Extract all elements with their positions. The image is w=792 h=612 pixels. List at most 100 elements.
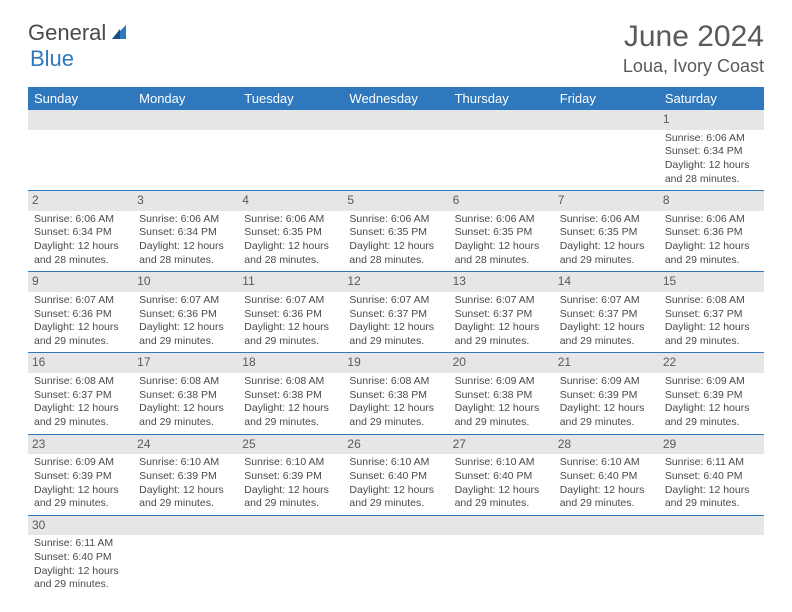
weekday-header: Thursday bbox=[449, 87, 554, 110]
week-row: 23Sunrise: 6:09 AMSunset: 6:39 PMDayligh… bbox=[28, 434, 764, 515]
sunrise-text: Sunrise: 6:06 AM bbox=[455, 213, 548, 227]
sunrise-text: Sunrise: 6:06 AM bbox=[34, 213, 127, 227]
weekday-header: Friday bbox=[554, 87, 659, 110]
sunrise-text: Sunrise: 6:07 AM bbox=[455, 294, 548, 308]
day-cell: 20Sunrise: 6:09 AMSunset: 6:38 PMDayligh… bbox=[449, 353, 554, 434]
sunset-text: Sunset: 6:36 PM bbox=[34, 308, 127, 322]
day-cell bbox=[449, 515, 554, 596]
day-cell: 2Sunrise: 6:06 AMSunset: 6:34 PMDaylight… bbox=[28, 191, 133, 272]
sunset-text: Sunset: 6:34 PM bbox=[34, 226, 127, 240]
daylight-text: Daylight: 12 hours bbox=[244, 240, 337, 254]
sunrise-text: Sunrise: 6:07 AM bbox=[139, 294, 232, 308]
sunrise-text: Sunrise: 6:08 AM bbox=[665, 294, 758, 308]
sunrise-text: Sunrise: 6:07 AM bbox=[560, 294, 653, 308]
day-cell: 21Sunrise: 6:09 AMSunset: 6:39 PMDayligh… bbox=[554, 353, 659, 434]
sunset-text: Sunset: 6:40 PM bbox=[349, 470, 442, 484]
empty-day-header bbox=[554, 516, 659, 536]
header: General June 2024 Loua, Ivory Coast bbox=[28, 20, 764, 77]
daylight-text: Daylight: 12 hours bbox=[139, 321, 232, 335]
day-cell: 15Sunrise: 6:08 AMSunset: 6:37 PMDayligh… bbox=[659, 272, 764, 353]
day-cell: 8Sunrise: 6:06 AMSunset: 6:36 PMDaylight… bbox=[659, 191, 764, 272]
day-cell: 12Sunrise: 6:07 AMSunset: 6:37 PMDayligh… bbox=[343, 272, 448, 353]
day-cell: 25Sunrise: 6:10 AMSunset: 6:39 PMDayligh… bbox=[238, 434, 343, 515]
daylight-text: Daylight: 12 hours bbox=[349, 402, 442, 416]
daylight-text: and 29 minutes. bbox=[665, 335, 758, 349]
day-number: 13 bbox=[449, 272, 554, 292]
empty-day-header bbox=[133, 110, 238, 130]
daylight-text: and 29 minutes. bbox=[455, 416, 548, 430]
weekday-header-row: Sunday Monday Tuesday Wednesday Thursday… bbox=[28, 87, 764, 110]
day-cell bbox=[133, 515, 238, 596]
sunrise-text: Sunrise: 6:09 AM bbox=[34, 456, 127, 470]
empty-day-header bbox=[449, 516, 554, 536]
daylight-text: and 29 minutes. bbox=[139, 416, 232, 430]
day-number: 5 bbox=[343, 191, 448, 211]
sunset-text: Sunset: 6:35 PM bbox=[349, 226, 442, 240]
empty-day-header bbox=[449, 110, 554, 130]
daylight-text: and 29 minutes. bbox=[665, 497, 758, 511]
day-number: 2 bbox=[28, 191, 133, 211]
day-cell: 16Sunrise: 6:08 AMSunset: 6:37 PMDayligh… bbox=[28, 353, 133, 434]
day-cell: 7Sunrise: 6:06 AMSunset: 6:35 PMDaylight… bbox=[554, 191, 659, 272]
weekday-header: Wednesday bbox=[343, 87, 448, 110]
daylight-text: Daylight: 12 hours bbox=[34, 321, 127, 335]
weekday-header: Monday bbox=[133, 87, 238, 110]
daylight-text: and 29 minutes. bbox=[34, 335, 127, 349]
day-cell: 17Sunrise: 6:08 AMSunset: 6:38 PMDayligh… bbox=[133, 353, 238, 434]
day-number: 29 bbox=[659, 435, 764, 455]
empty-day-header bbox=[343, 516, 448, 536]
day-cell: 28Sunrise: 6:10 AMSunset: 6:40 PMDayligh… bbox=[554, 434, 659, 515]
location: Loua, Ivory Coast bbox=[623, 56, 764, 77]
sunrise-text: Sunrise: 6:06 AM bbox=[560, 213, 653, 227]
day-cell bbox=[238, 515, 343, 596]
day-cell bbox=[659, 515, 764, 596]
daylight-text: Daylight: 12 hours bbox=[665, 159, 758, 173]
calendar-table: Sunday Monday Tuesday Wednesday Thursday… bbox=[28, 87, 764, 596]
daylight-text: Daylight: 12 hours bbox=[560, 321, 653, 335]
day-number: 10 bbox=[133, 272, 238, 292]
day-cell: 3Sunrise: 6:06 AMSunset: 6:34 PMDaylight… bbox=[133, 191, 238, 272]
sunset-text: Sunset: 6:34 PM bbox=[139, 226, 232, 240]
daylight-text: and 29 minutes. bbox=[560, 497, 653, 511]
sunrise-text: Sunrise: 6:10 AM bbox=[244, 456, 337, 470]
daylight-text: Daylight: 12 hours bbox=[34, 565, 127, 579]
day-cell: 19Sunrise: 6:08 AMSunset: 6:38 PMDayligh… bbox=[343, 353, 448, 434]
logo-text-blue: Blue bbox=[30, 46, 74, 71]
weekday-header: Sunday bbox=[28, 87, 133, 110]
sunrise-text: Sunrise: 6:11 AM bbox=[665, 456, 758, 470]
daylight-text: and 29 minutes. bbox=[455, 497, 548, 511]
daylight-text: and 29 minutes. bbox=[34, 497, 127, 511]
sunrise-text: Sunrise: 6:11 AM bbox=[34, 537, 127, 551]
day-cell: 26Sunrise: 6:10 AMSunset: 6:40 PMDayligh… bbox=[343, 434, 448, 515]
daylight-text: and 29 minutes. bbox=[665, 416, 758, 430]
sunset-text: Sunset: 6:37 PM bbox=[560, 308, 653, 322]
month-title: June 2024 bbox=[623, 20, 764, 54]
day-number: 6 bbox=[449, 191, 554, 211]
day-cell: 27Sunrise: 6:10 AMSunset: 6:40 PMDayligh… bbox=[449, 434, 554, 515]
day-number: 19 bbox=[343, 353, 448, 373]
day-number: 15 bbox=[659, 272, 764, 292]
day-number: 17 bbox=[133, 353, 238, 373]
weekday-header: Tuesday bbox=[238, 87, 343, 110]
day-number: 3 bbox=[133, 191, 238, 211]
sunrise-text: Sunrise: 6:09 AM bbox=[665, 375, 758, 389]
daylight-text: and 29 minutes. bbox=[244, 416, 337, 430]
day-number: 16 bbox=[28, 353, 133, 373]
sunset-text: Sunset: 6:37 PM bbox=[455, 308, 548, 322]
daylight-text: Daylight: 12 hours bbox=[139, 402, 232, 416]
sunset-text: Sunset: 6:35 PM bbox=[244, 226, 337, 240]
day-number: 27 bbox=[449, 435, 554, 455]
daylight-text: Daylight: 12 hours bbox=[139, 240, 232, 254]
day-number: 28 bbox=[554, 435, 659, 455]
sunset-text: Sunset: 6:37 PM bbox=[34, 389, 127, 403]
daylight-text: and 28 minutes. bbox=[139, 254, 232, 268]
sunset-text: Sunset: 6:35 PM bbox=[455, 226, 548, 240]
empty-day-header bbox=[343, 110, 448, 130]
daylight-text: Daylight: 12 hours bbox=[34, 402, 127, 416]
sunset-text: Sunset: 6:40 PM bbox=[560, 470, 653, 484]
day-number: 14 bbox=[554, 272, 659, 292]
daylight-text: Daylight: 12 hours bbox=[244, 321, 337, 335]
sunrise-text: Sunrise: 6:09 AM bbox=[560, 375, 653, 389]
day-cell bbox=[343, 515, 448, 596]
day-number: 25 bbox=[238, 435, 343, 455]
